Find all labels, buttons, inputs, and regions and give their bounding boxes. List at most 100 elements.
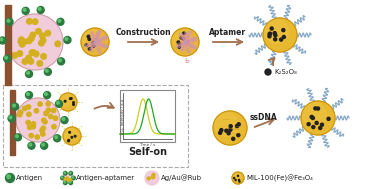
Circle shape	[64, 181, 65, 183]
Circle shape	[62, 118, 65, 121]
Circle shape	[182, 38, 185, 40]
Circle shape	[7, 19, 10, 22]
Circle shape	[28, 142, 35, 149]
Circle shape	[151, 176, 154, 179]
Circle shape	[58, 19, 61, 22]
Circle shape	[26, 120, 30, 125]
Text: Aptamer: Aptamer	[209, 28, 247, 37]
Circle shape	[67, 179, 70, 182]
Text: Construction: Construction	[115, 28, 171, 37]
Circle shape	[42, 118, 46, 122]
Circle shape	[178, 43, 181, 45]
Circle shape	[13, 104, 15, 107]
Circle shape	[81, 28, 109, 56]
Circle shape	[73, 102, 74, 103]
Text: Ag/Au@Rub: Ag/Au@Rub	[161, 175, 202, 181]
Circle shape	[265, 69, 271, 75]
Circle shape	[152, 175, 155, 178]
Circle shape	[213, 111, 247, 145]
Circle shape	[70, 98, 71, 99]
Circle shape	[29, 36, 34, 41]
Circle shape	[26, 55, 32, 61]
Circle shape	[232, 172, 244, 184]
Circle shape	[87, 35, 90, 38]
Circle shape	[238, 179, 240, 180]
Circle shape	[39, 40, 44, 46]
Circle shape	[41, 132, 45, 136]
Circle shape	[45, 69, 48, 72]
Circle shape	[301, 101, 335, 135]
Circle shape	[32, 19, 38, 24]
Text: K₂S₂O₈: K₂S₂O₈	[274, 69, 297, 75]
Circle shape	[34, 108, 39, 113]
Circle shape	[173, 29, 192, 49]
Circle shape	[56, 101, 59, 104]
Circle shape	[23, 106, 27, 111]
Circle shape	[315, 121, 318, 125]
Text: Antigen: Antigen	[16, 175, 43, 181]
Circle shape	[92, 42, 95, 44]
Circle shape	[44, 92, 51, 99]
Circle shape	[37, 61, 42, 66]
Circle shape	[57, 18, 64, 25]
Circle shape	[268, 33, 271, 36]
Circle shape	[37, 6, 44, 13]
Circle shape	[22, 59, 28, 64]
Circle shape	[38, 8, 41, 10]
Circle shape	[52, 125, 56, 129]
Circle shape	[27, 93, 29, 95]
Circle shape	[69, 171, 73, 175]
Circle shape	[49, 114, 53, 119]
Circle shape	[22, 7, 29, 14]
Circle shape	[273, 32, 276, 35]
Text: ь: ь	[185, 56, 190, 65]
Circle shape	[311, 116, 314, 119]
Circle shape	[73, 104, 74, 105]
Circle shape	[30, 50, 36, 55]
Circle shape	[26, 70, 33, 77]
Circle shape	[6, 174, 15, 183]
Circle shape	[19, 42, 25, 47]
Circle shape	[29, 50, 35, 55]
Circle shape	[177, 41, 180, 43]
Circle shape	[18, 110, 23, 115]
Circle shape	[88, 48, 91, 50]
Circle shape	[92, 44, 95, 47]
Circle shape	[26, 38, 32, 44]
Circle shape	[40, 33, 45, 39]
Circle shape	[29, 133, 33, 138]
Circle shape	[42, 143, 44, 146]
Circle shape	[185, 40, 187, 42]
Circle shape	[237, 134, 240, 137]
Circle shape	[282, 36, 285, 39]
Circle shape	[12, 103, 19, 110]
Circle shape	[66, 177, 68, 179]
Bar	[120, 90, 175, 142]
Circle shape	[41, 126, 45, 130]
Circle shape	[319, 126, 322, 129]
Circle shape	[232, 137, 235, 140]
Circle shape	[46, 102, 50, 106]
Circle shape	[64, 36, 71, 43]
Circle shape	[9, 116, 12, 119]
Circle shape	[23, 9, 26, 11]
Circle shape	[0, 38, 3, 41]
Circle shape	[218, 131, 222, 134]
Text: Time / s: Time / s	[139, 143, 156, 147]
Circle shape	[45, 30, 51, 36]
Circle shape	[239, 181, 240, 182]
Circle shape	[183, 32, 185, 35]
Circle shape	[303, 103, 326, 126]
Circle shape	[26, 92, 32, 99]
Circle shape	[68, 139, 70, 141]
Circle shape	[58, 58, 65, 65]
Circle shape	[36, 29, 41, 34]
Circle shape	[274, 34, 277, 37]
Circle shape	[320, 123, 323, 126]
Circle shape	[17, 51, 23, 56]
Circle shape	[229, 128, 232, 131]
Circle shape	[265, 20, 288, 43]
Circle shape	[312, 125, 315, 129]
Circle shape	[30, 32, 36, 38]
Circle shape	[237, 123, 240, 126]
